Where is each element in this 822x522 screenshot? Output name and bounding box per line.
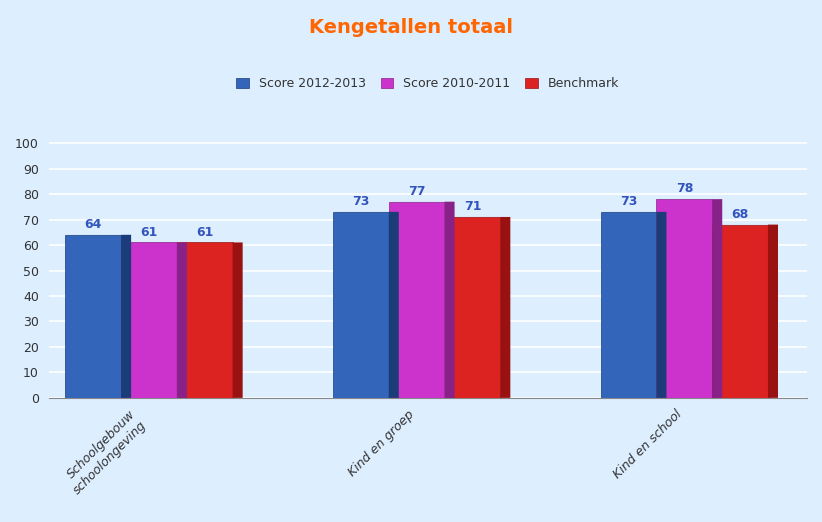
Polygon shape	[445, 201, 455, 398]
Text: Kengetallen totaal: Kengetallen totaal	[309, 18, 513, 37]
Polygon shape	[177, 242, 187, 398]
Polygon shape	[768, 224, 778, 398]
Bar	[657, 199, 712, 398]
Polygon shape	[389, 212, 399, 398]
Text: 77: 77	[408, 185, 426, 198]
Bar	[121, 243, 177, 398]
Text: 64: 64	[85, 218, 102, 231]
Polygon shape	[233, 242, 242, 398]
Text: 73: 73	[352, 195, 370, 208]
Bar	[445, 217, 501, 398]
Text: 78: 78	[676, 182, 693, 195]
Text: 61: 61	[196, 226, 214, 239]
Bar	[601, 212, 657, 398]
Bar	[65, 235, 121, 398]
Polygon shape	[657, 212, 667, 398]
Bar	[333, 212, 389, 398]
Polygon shape	[712, 199, 723, 398]
Legend: Score 2012-2013, Score 2010-2011, Benchmark: Score 2012-2013, Score 2010-2011, Benchm…	[233, 74, 623, 94]
Bar	[177, 243, 233, 398]
Polygon shape	[501, 217, 510, 398]
Bar	[389, 201, 445, 398]
Text: 73: 73	[620, 195, 637, 208]
Bar	[712, 224, 768, 398]
Text: 71: 71	[464, 200, 481, 213]
Polygon shape	[121, 235, 132, 398]
Text: 61: 61	[141, 226, 158, 239]
Text: 68: 68	[732, 208, 749, 221]
